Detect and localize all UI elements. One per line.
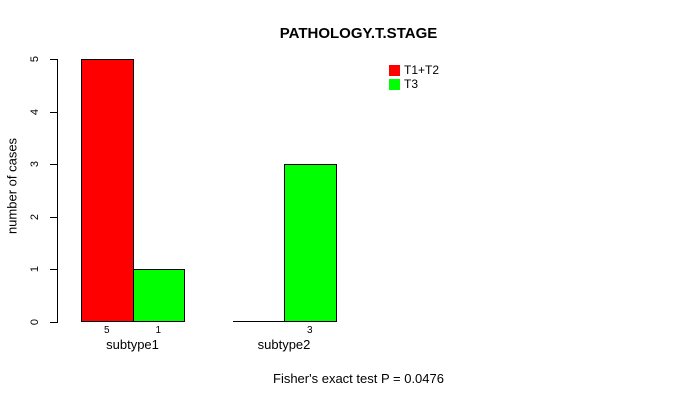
y-tick-label: 0 bbox=[29, 318, 41, 326]
bar-value-label: 1 bbox=[155, 325, 162, 336]
y-axis-tick bbox=[50, 59, 57, 60]
y-tick-label: 5 bbox=[29, 55, 41, 63]
y-tick-label: 3 bbox=[29, 161, 41, 168]
bar-value-label: 3 bbox=[306, 325, 313, 336]
chart-title: PATHOLOGY.T.STAGE bbox=[279, 25, 438, 42]
legend-label: T3 bbox=[404, 77, 419, 91]
y-axis-tick bbox=[50, 164, 57, 166]
y-axis-tick bbox=[50, 111, 57, 113]
bar-subtype2-T3 bbox=[284, 164, 337, 322]
y-axis-tick bbox=[50, 322, 57, 323]
legend-row: T3 bbox=[389, 77, 439, 91]
y-axis-label: number of cases bbox=[4, 137, 20, 235]
legend: T1+T2 T3 bbox=[389, 63, 440, 91]
legend-row: T1+T2 bbox=[389, 63, 440, 77]
bar-subtype1-T1+T2 bbox=[81, 59, 134, 322]
y-tick-label: 4 bbox=[29, 108, 41, 115]
legend-swatch-icon bbox=[389, 79, 400, 90]
y-axis-tick bbox=[50, 269, 57, 271]
y-tick-label: 2 bbox=[29, 213, 41, 220]
y-axis-tick bbox=[50, 216, 57, 218]
caption-fisher-test: Fisher's exact test P = 0.0476 bbox=[273, 371, 444, 386]
bar-subtype1-T3 bbox=[132, 269, 185, 322]
bar-value-label: 5 bbox=[103, 325, 110, 336]
bar-subtype2-T1+T2 bbox=[232, 321, 285, 322]
x-category-label: subtype1 bbox=[106, 337, 159, 352]
y-tick-label: 1 bbox=[29, 266, 41, 273]
x-category-label: subtype2 bbox=[257, 337, 311, 352]
legend-swatch-icon bbox=[389, 65, 400, 76]
legend-label: T1+T2 bbox=[404, 63, 440, 77]
y-axis-line bbox=[57, 59, 58, 323]
